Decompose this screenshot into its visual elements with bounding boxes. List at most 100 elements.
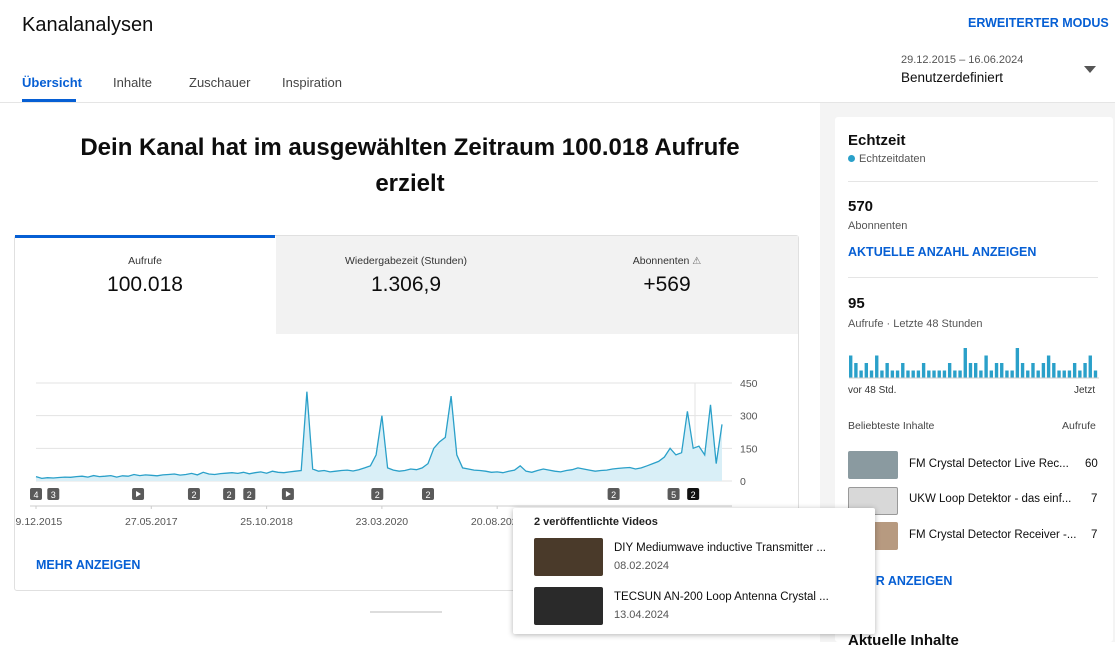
bar [1020,363,1025,378]
bar [1083,363,1087,378]
more-button[interactable]: MEHR ANZEIGEN [36,558,141,572]
bar [906,370,910,378]
metric-value[interactable]: +569 [643,273,691,296]
bar [1000,363,1004,378]
event-marker [687,488,700,500]
event-marker [607,488,620,500]
bar [994,363,999,378]
y-tick-label: 300 [740,411,758,423]
chart-card [14,235,799,591]
event-marker [371,488,384,500]
bar [1072,363,1077,378]
event-marker [422,488,434,500]
metric-value[interactable]: 1.306,9 [370,273,442,296]
x-tick-label: 27.05.2017 [125,516,178,528]
tab[interactable]: Zuschauer [189,75,251,90]
divider [848,181,1098,182]
x-tick-label: 25.10.2018 [240,516,293,528]
subscriber-count: 570 [848,198,874,215]
bar [937,370,941,378]
live-dot [848,155,855,162]
metric-label[interactable]: Abonnenten ⚠ [537,255,797,267]
views-chart: 0 150 300 450 4 3 2 2 2 2 2 2 5 2 29.12.2015 27.05.2017… [15,378,758,528]
event-marker [187,488,200,500]
headline: Dein Kanal hat im ausgewählten Zeitraum … [80,134,740,197]
tab[interactable]: Inspiration [282,75,342,90]
bar [875,355,879,378]
videos-popup: 2 veröffentlichte Videos DIY Mediumwave … [513,508,875,634]
bar [968,363,973,378]
bar [1067,370,1072,378]
bar [1015,348,1020,378]
top-metric: Aufrufe [1062,420,1096,432]
x-tick-label: 23.03.2020 [356,516,409,528]
y-tick-label: 0 [740,476,746,488]
advanced-mode[interactable]: ERWEITERTER MODUS [968,16,1109,30]
thumbnail[interactable] [534,587,603,625]
metric-indicator [15,235,275,238]
event-count: 4 [33,490,38,500]
event-marker [243,488,256,500]
tab[interactable]: Inhalte [113,75,153,90]
bar [1078,370,1082,378]
dropdown-arrow[interactable] [1084,66,1096,74]
tab[interactable]: Übersicht [22,75,82,90]
bar [864,363,869,378]
bar [989,370,994,378]
bar [979,370,983,378]
bar [880,370,884,378]
realtime-title: Echtzeit [848,132,906,149]
date-range[interactable]: 29.12.2015 – 16.06.2024 [901,54,1024,66]
top-title[interactable]: UKW Loop Detektor - das einf... [909,493,1072,505]
bar [849,355,853,378]
thumbnail[interactable] [848,451,898,479]
bar [885,363,889,378]
event-count: 2 [375,490,380,500]
axis-end: Jetzt [1074,385,1096,396]
video-title[interactable]: DIY Mediumwave inductive Transmitter ... [614,542,826,554]
bar [911,370,915,378]
bar [947,363,952,378]
metric-value[interactable]: 100.018 [107,273,183,296]
x-tick-label: 29.12.2015 [15,516,62,528]
divider [848,277,1098,278]
metric-label[interactable]: Aufrufe [128,255,162,267]
event-count: 2 [611,490,616,500]
event-count: 3 [51,490,56,500]
bar [974,363,978,378]
bar [1046,355,1051,378]
show-count[interactable]: AKTUELLE ANZAHL ANZEIGEN [848,245,1037,259]
event-count: 2 [425,490,430,500]
views-count: 95 [848,295,865,312]
range-type[interactable]: Benutzerdefiniert [901,70,1004,85]
scroll-indicator [370,611,442,613]
video-title[interactable]: TECSUN AN-200 Loop Antenna Crystal ... [614,591,829,603]
bar [1052,363,1056,378]
tab-indicator [22,99,76,102]
subtitle-text: Echtzeitdaten [859,153,926,165]
bar [1031,363,1035,378]
hourly-chart [849,348,1099,379]
bar [1026,370,1030,378]
thumbnail[interactable] [534,538,603,576]
bar [1041,363,1046,378]
top-title[interactable]: FM Crystal Detector Receiver -... [909,529,1077,541]
top-title[interactable]: FM Crystal Detector Live Rec... [909,458,1069,470]
realtime-card [835,117,1113,642]
bar [1062,370,1066,378]
bar [921,363,926,378]
bar [1088,355,1092,378]
bar [890,370,895,378]
bar [859,370,863,378]
event-count: 2 [191,490,196,500]
bar [916,370,921,378]
event-marker [47,488,60,500]
x-tick-label: 20.08.2022 [471,516,524,528]
bar [1093,370,1098,378]
play-icon [285,491,291,497]
metric-label[interactable]: Wiedergabezeit (Stunden) [345,255,467,267]
bar [942,370,947,378]
bar [901,363,905,378]
bar [895,370,900,378]
